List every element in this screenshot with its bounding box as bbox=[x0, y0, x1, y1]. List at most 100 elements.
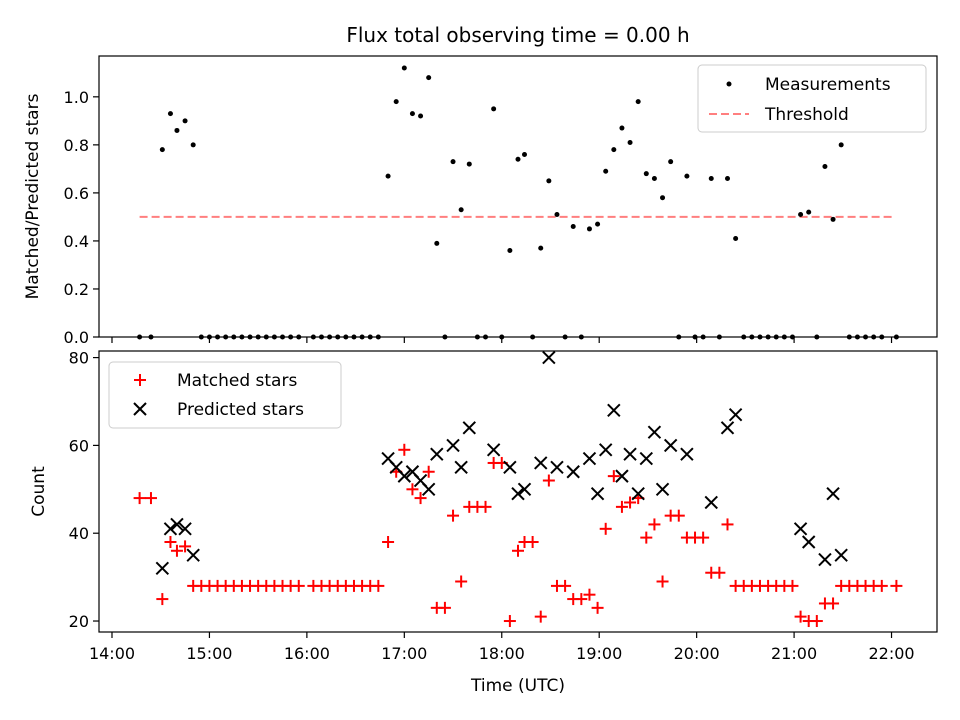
predicted-star-point bbox=[462, 421, 476, 435]
measurement-point bbox=[822, 163, 828, 169]
legend-threshold-label: Threshold bbox=[764, 105, 849, 125]
predicted-star-point bbox=[163, 522, 178, 536]
bottom-legend-box bbox=[108, 361, 342, 429]
measurement-point bbox=[554, 212, 560, 218]
measurement-point bbox=[651, 175, 657, 181]
predicted-star-point bbox=[704, 495, 718, 510]
predicted-star-point bbox=[834, 548, 848, 562]
predicted-star-point bbox=[170, 517, 184, 532]
matched-star-point bbox=[422, 465, 435, 478]
legend-predicted-label: Predicted stars bbox=[177, 400, 304, 420]
matched-star-point bbox=[503, 615, 516, 628]
bottom-x-tick-label: 16:00 bbox=[284, 644, 330, 663]
matched-star-point bbox=[144, 492, 157, 505]
legend-measurements-marker bbox=[726, 81, 732, 87]
matched-star-point bbox=[406, 483, 419, 496]
measurement-point bbox=[798, 212, 804, 218]
matched-star-point bbox=[526, 535, 539, 548]
matched-star-point bbox=[827, 597, 840, 610]
measurement-point bbox=[570, 224, 576, 230]
matched-star-point bbox=[794, 610, 807, 623]
predicted-star-point bbox=[542, 350, 556, 365]
measurement-point bbox=[619, 125, 625, 131]
measurement-point bbox=[538, 245, 544, 251]
predicted-star-point bbox=[598, 443, 613, 457]
measurement-point bbox=[643, 171, 649, 177]
matched-star-point bbox=[697, 531, 710, 544]
predicted-star-point bbox=[550, 460, 564, 475]
predicted-star-point bbox=[178, 522, 192, 536]
measurement-point bbox=[660, 195, 666, 201]
measurement-point bbox=[546, 178, 552, 184]
predicted-star-point bbox=[503, 460, 517, 475]
predicted-star-point bbox=[566, 465, 580, 479]
measurement-point bbox=[458, 207, 464, 213]
bottom-x-tick-label: 15:00 bbox=[186, 644, 232, 663]
predicted-star-point bbox=[615, 469, 629, 483]
matched-star-point bbox=[372, 579, 385, 592]
measurement-point bbox=[418, 113, 424, 119]
matched-star-point bbox=[810, 615, 823, 628]
predicted-star-point bbox=[793, 522, 808, 536]
top-legend-box bbox=[697, 64, 927, 133]
predicted-star-point bbox=[607, 403, 621, 417]
matched-star-point bbox=[455, 575, 468, 588]
bottom-legend: Matched stars Predicted stars bbox=[108, 361, 342, 429]
matched-star-point bbox=[164, 535, 177, 548]
measurement-point bbox=[515, 156, 521, 162]
measurement-point bbox=[174, 127, 180, 133]
matched-star-point bbox=[179, 540, 192, 553]
matched-star-point bbox=[398, 443, 411, 456]
predicted-star-point bbox=[720, 421, 735, 435]
measurement-point bbox=[182, 118, 188, 124]
predicted-star-point bbox=[517, 482, 532, 497]
measurement-point bbox=[830, 216, 836, 222]
matched-star-point bbox=[583, 588, 596, 601]
measurement-point bbox=[466, 161, 472, 167]
measurement-point bbox=[806, 209, 812, 215]
matched-star-point bbox=[575, 593, 588, 606]
bottom-panel: 20 40 60 80 14:00 15:00 16:00 17:00 18:00 19:00 2… bbox=[29, 349, 938, 696]
measurement-point bbox=[603, 168, 609, 174]
matched-star-point bbox=[133, 492, 146, 505]
matched-star-point bbox=[875, 579, 888, 592]
matched-star-point bbox=[890, 579, 903, 592]
bottom-x-tick-label: 14:00 bbox=[89, 644, 135, 663]
measurement-point bbox=[385, 173, 391, 179]
top-y-ticks: 0.0 0.2 0.4 0.6 0.8 1.0 bbox=[64, 88, 99, 347]
bottom-x-tick-label: 22:00 bbox=[868, 644, 914, 663]
matched-star-point bbox=[292, 579, 305, 592]
predicted-star-point bbox=[186, 548, 200, 562]
matched-star-point bbox=[382, 535, 395, 548]
matched-star-point bbox=[534, 610, 547, 623]
top-plot-frame bbox=[98, 55, 938, 338]
matched-star-point bbox=[615, 500, 628, 513]
top-legend: Measurements Threshold bbox=[697, 64, 927, 133]
predicted-star-point bbox=[631, 486, 645, 501]
matched-star-point bbox=[559, 579, 572, 592]
bottom-x-ticks: 14:00 15:00 16:00 17:00 18:00 19:00 20:00 21:00… bbox=[89, 632, 915, 663]
matched-star-point bbox=[672, 509, 685, 522]
predicted-star-point bbox=[454, 460, 468, 475]
measurement-point bbox=[708, 175, 714, 181]
measurement-point bbox=[401, 65, 407, 71]
top-y-tick-label: 1.0 bbox=[64, 88, 89, 107]
top-y-tick-label: 0.4 bbox=[64, 232, 89, 251]
measurement-point bbox=[159, 147, 165, 153]
predicted-star-point bbox=[623, 447, 637, 461]
predicted-star-point bbox=[647, 425, 662, 439]
bottom-x-tick-label: 19:00 bbox=[576, 644, 622, 663]
measurement-point bbox=[684, 173, 690, 179]
top-panel: 0.0 0.2 0.4 0.6 0.8 1.0 Matched/Predicted sta… bbox=[23, 55, 938, 347]
predicted-star-point bbox=[818, 552, 832, 567]
measurement-point bbox=[725, 175, 730, 181]
measurement-point bbox=[409, 111, 415, 117]
top-y-tick-label: 0.2 bbox=[64, 280, 89, 299]
measurement-point bbox=[507, 248, 513, 254]
matched-star-point bbox=[656, 575, 669, 588]
bottom-x-tick-label: 20:00 bbox=[674, 644, 720, 663]
measurement-point bbox=[426, 75, 432, 81]
top-y-axis-label: Matched/Predicted stars bbox=[23, 93, 43, 299]
matched-star-point bbox=[713, 566, 726, 579]
matched-stars-layer bbox=[133, 443, 903, 628]
